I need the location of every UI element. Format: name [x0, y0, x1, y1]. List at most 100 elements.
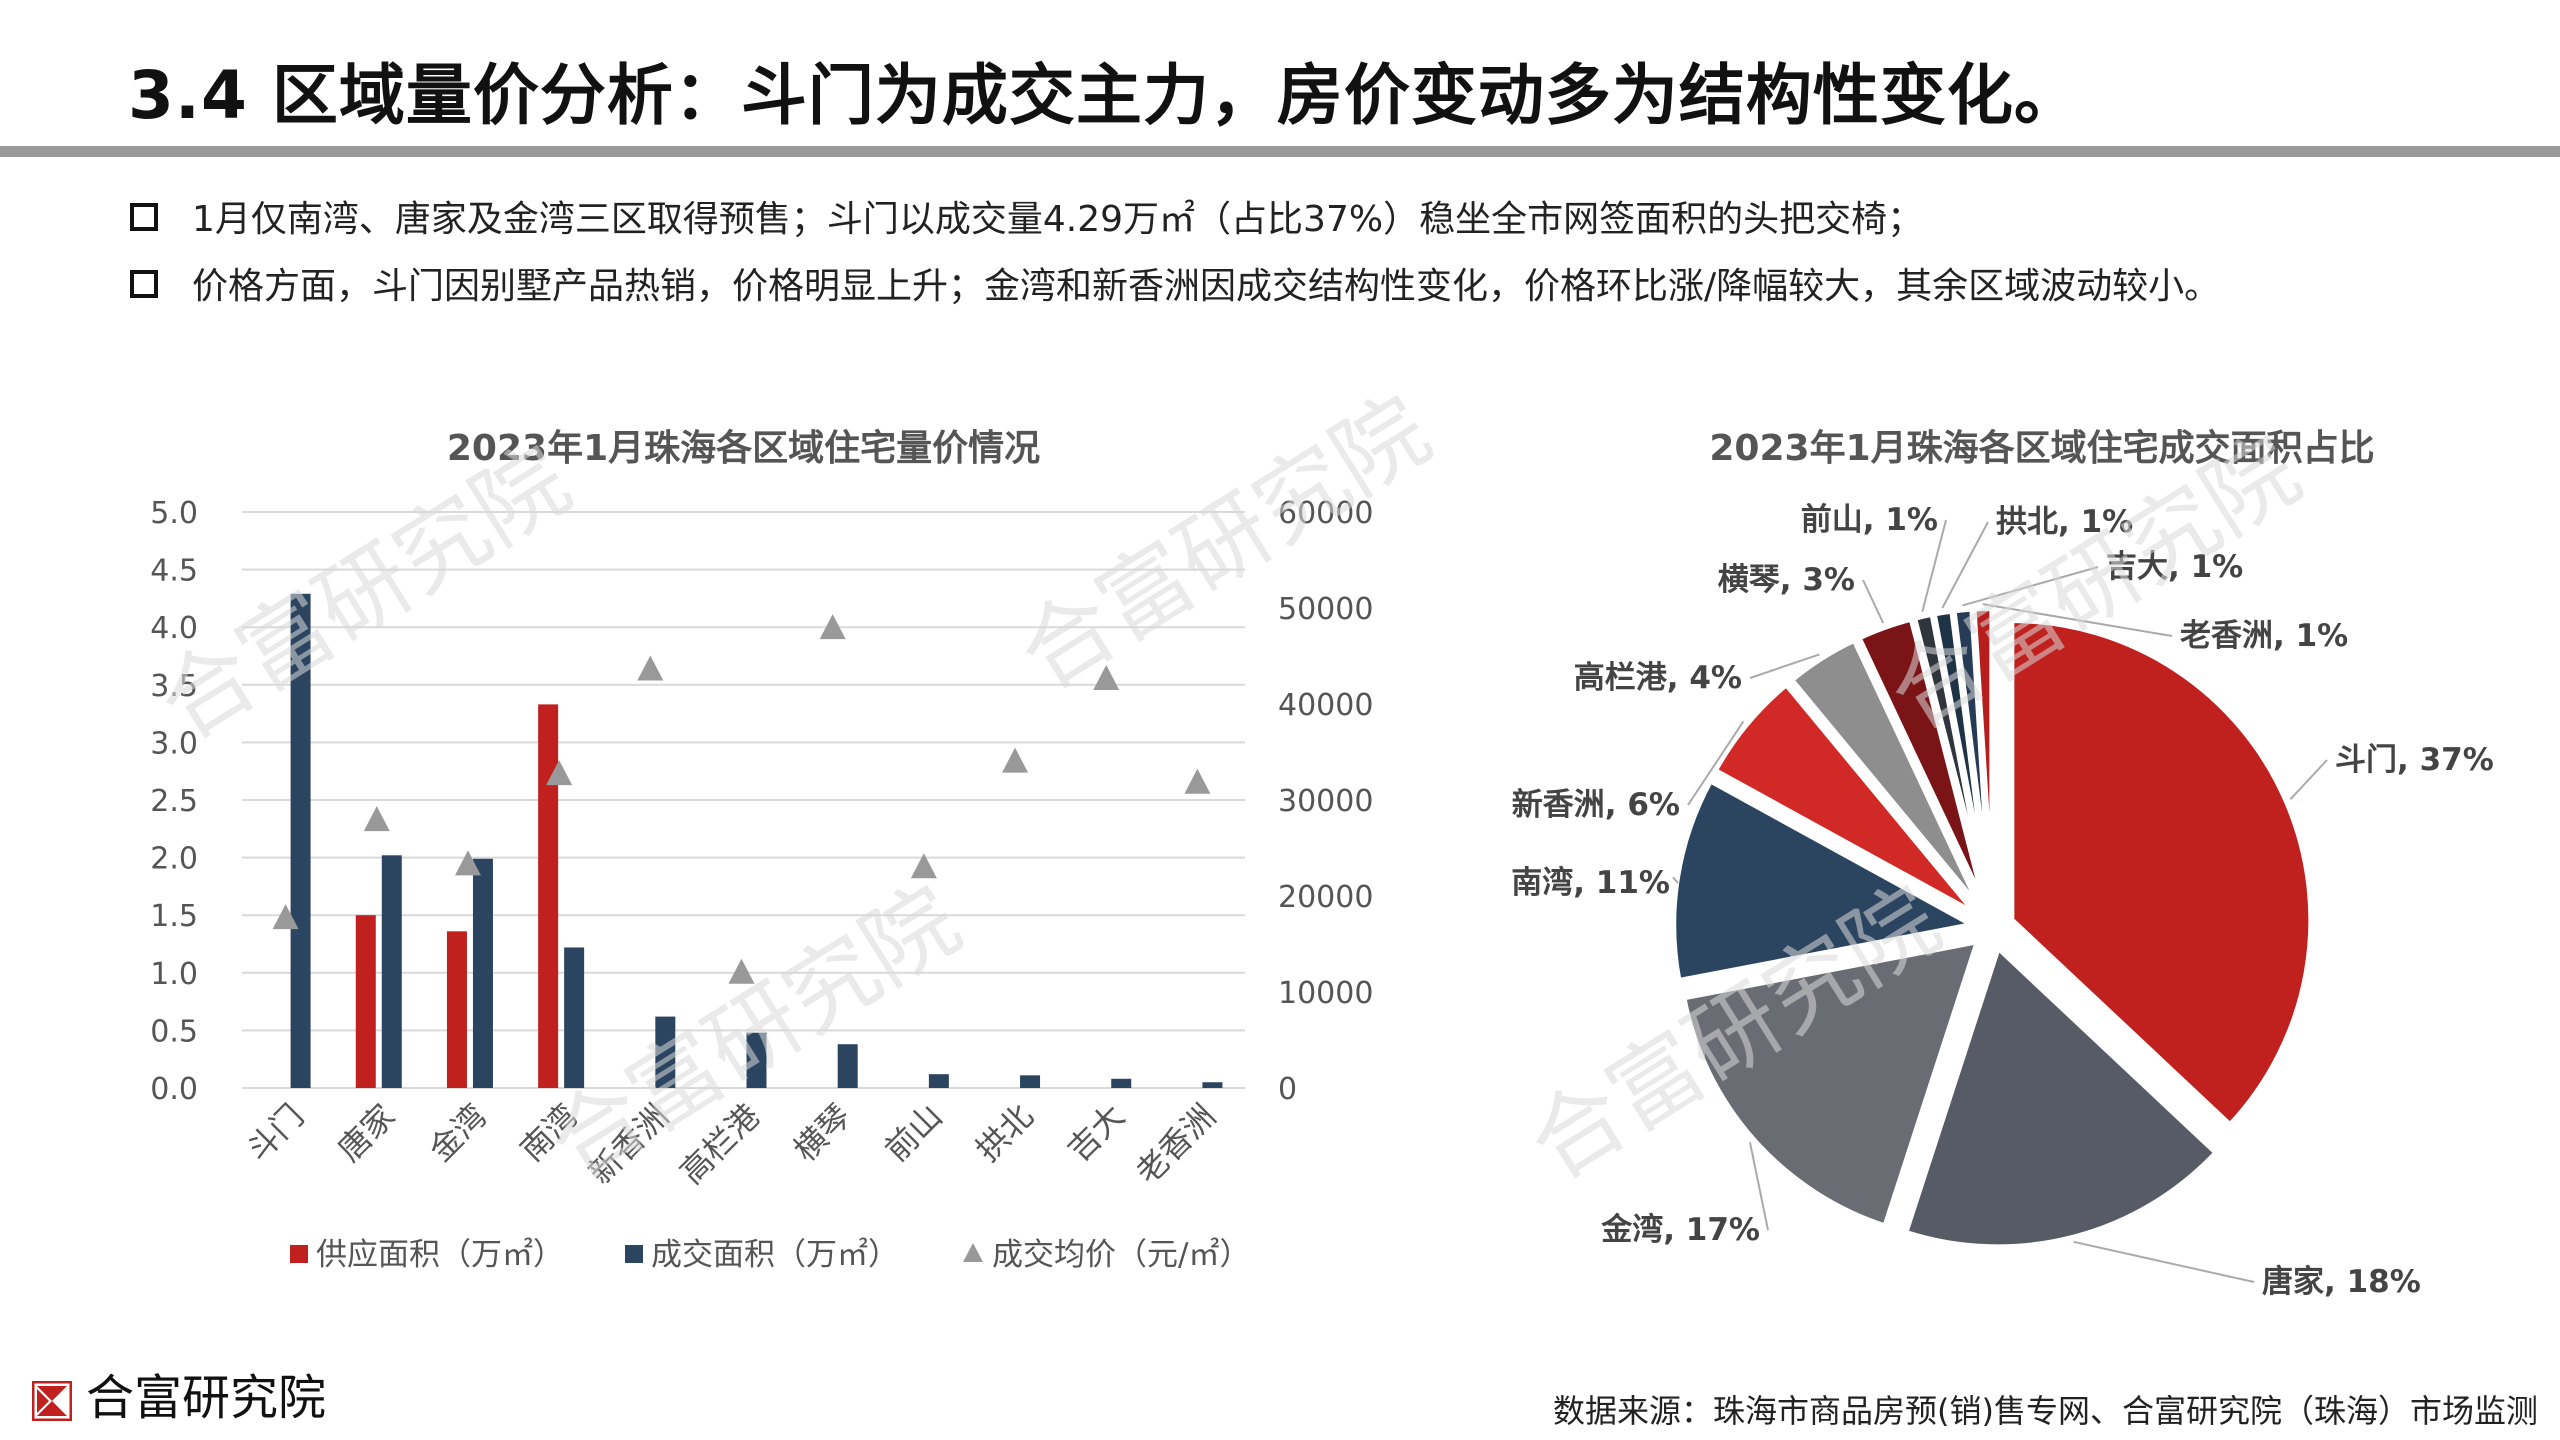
legend-label-supply: 供应面积（万㎡） [316, 1237, 564, 1273]
y-left-tick-label: 4.5 [150, 554, 198, 589]
pie-slice [2008, 617, 2315, 1130]
pie-data-label: 吉大, 1% [2106, 549, 2243, 585]
deal-bar [381, 855, 402, 1088]
legend-label-deal: 成交面积（万㎡） [651, 1237, 899, 1273]
pie-leader-line [1862, 579, 1885, 624]
price-marker [910, 853, 937, 879]
bullet-text-2: 价格方面，斗门因别墅产品热销，价格明显上升；金湾和新香洲因成交结构性变化，价格环… [192, 266, 2221, 307]
legend-swatch-price [963, 1243, 983, 1262]
x-category-label: 拱北 [969, 1097, 1041, 1169]
y-right-tick-label: 30000 [1278, 784, 1373, 819]
pie-data-label: 金湾, 17% [1600, 1212, 1760, 1248]
pie-data-label: 前山, 1% [1801, 502, 1938, 538]
pie-data-label: 南湾, 11% [1511, 865, 1670, 901]
deal-bar [655, 1016, 676, 1088]
y-left-tick-label: 4.0 [150, 611, 198, 646]
pie-leader-line [1748, 1142, 1769, 1231]
deal-bar [1111, 1078, 1132, 1088]
y-left-tick-label: 2.5 [150, 784, 198, 819]
bar-chart-title: 2023年1月珠海各区域住宅量价情况 [447, 427, 1040, 469]
y-right-tick-label: 60000 [1278, 496, 1373, 531]
price-marker [819, 614, 846, 640]
deal-bar [290, 593, 311, 1088]
x-category-label: 老香洲 [1128, 1097, 1223, 1192]
legend-swatch-supply [290, 1245, 308, 1263]
checkbox-square-icon [130, 270, 158, 298]
price-marker [1002, 747, 1029, 773]
pie-leader-line [2289, 759, 2328, 801]
y-right-tick-label: 10000 [1278, 976, 1373, 1011]
x-category-label: 金湾 [421, 1097, 493, 1169]
deal-bar [472, 858, 493, 1088]
x-category-label: 斗门 [239, 1097, 311, 1169]
y-left-tick-label: 0.0 [150, 1072, 198, 1107]
pie-chart-title: 2023年1月珠海各区域住宅成交面积占比 [1709, 427, 2374, 469]
legend-label-price: 成交均价（元/㎡） [992, 1237, 1250, 1273]
y-right-tick-label: 20000 [1278, 880, 1373, 915]
pie-data-label: 拱北, 1% [1996, 504, 2133, 540]
pie-leader-line [1687, 720, 1745, 806]
bullet-point-2: 价格方面，斗门因别墅产品热销，价格明显上升；金湾和新香洲因成交结构性变化，价格环… [130, 257, 2220, 309]
y-left-tick-label: 0.5 [150, 1014, 198, 1049]
y-left-tick-label: 1.0 [150, 957, 198, 992]
data-source-note: 数据来源：珠海市商品房预(销)售专网、合富研究院（珠海）市场监测 [1553, 1392, 2538, 1430]
pie-data-label: 新香洲, 6% [1512, 787, 1680, 823]
pie-data-label: 斗门, 37% [2335, 742, 2494, 778]
pie-data-label: 高栏港, 4% [1574, 660, 1742, 696]
pie-data-label: 横琴, 3% [1718, 562, 1855, 598]
y-left-tick-label: 1.5 [150, 899, 198, 934]
pie-leader-line [1921, 519, 1947, 613]
price-marker [363, 806, 390, 832]
price-marker [637, 655, 664, 681]
price-marker [728, 958, 755, 984]
pie-slice [1786, 635, 1985, 914]
pie-leader-line [1962, 566, 2099, 607]
y-left-tick-label: 3.5 [150, 669, 198, 704]
page-title: 3.4 区域量价分析：斗门为成交主力，房价变动多为结构性变化。 [128, 57, 2081, 134]
pie-slice [1901, 941, 2221, 1251]
deal-bar [1202, 1082, 1223, 1088]
y-right-tick-label: 0 [1278, 1072, 1297, 1107]
price-marker [1184, 768, 1211, 794]
title-divider [0, 146, 2560, 157]
supply-bar [446, 931, 467, 1088]
x-category-label: 前山 [877, 1097, 949, 1169]
y-left-tick-label: 2.0 [150, 842, 198, 877]
pie-slice [1710, 679, 1980, 918]
deal-bar [746, 1032, 767, 1088]
deal-bar [928, 1074, 949, 1088]
pie-data-label: 老香洲, 1% [2180, 618, 2348, 654]
price-marker [1093, 665, 1120, 691]
price-marker [546, 760, 573, 786]
pie-leader-line [1982, 603, 2173, 637]
pie-slice [1679, 937, 1983, 1231]
pie-slice [1670, 776, 1982, 985]
pie-data-label: 唐家, 18% [2262, 1264, 2421, 1300]
deal-bar [1020, 1075, 1041, 1088]
pie-slice [1970, 605, 1996, 909]
pie-leader-line [1672, 876, 1679, 884]
price-marker [454, 850, 481, 876]
price-marker [272, 904, 299, 930]
y-right-tick-label: 50000 [1278, 592, 1373, 627]
x-category-label: 唐家 [330, 1097, 402, 1169]
pie-leader-line [2073, 1240, 2255, 1283]
y-left-tick-label: 3.0 [150, 726, 198, 761]
bullet-text-1: 1月仅南湾、唐家及金湾三区取得预售；斗门以成交量4.29万㎡（占比37%）稳坐全… [192, 199, 1924, 240]
pie-leader-line [1749, 653, 1820, 679]
checkbox-square-icon [130, 203, 158, 231]
x-category-label: 吉大 [1060, 1097, 1132, 1169]
pie-leader-line [1941, 521, 1989, 609]
bullet-point-1: 1月仅南湾、唐家及金湾三区取得预售；斗门以成交量4.29万㎡（占比37%）稳坐全… [130, 190, 1923, 242]
logo-text: 合富研究院 [86, 1370, 327, 1426]
y-left-tick-label: 5.0 [150, 496, 198, 531]
x-category-label: 横琴 [786, 1097, 858, 1169]
deal-bar [837, 1044, 858, 1088]
supply-bar [538, 704, 559, 1088]
deal-bar [564, 947, 585, 1088]
logo-icon [31, 1377, 73, 1422]
supply-bar [355, 915, 376, 1088]
y-right-tick-label: 40000 [1278, 688, 1373, 723]
legend-swatch-deal [625, 1245, 643, 1263]
